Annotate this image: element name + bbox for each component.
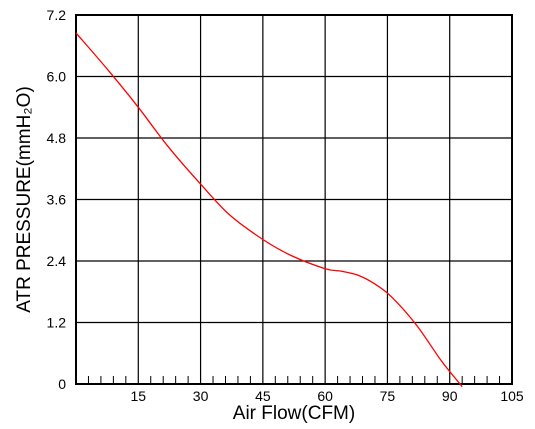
series-layer	[75, 32, 463, 388]
x-tick-label: 30	[193, 388, 209, 404]
x-tick-label: 75	[380, 388, 396, 404]
x-tick-label: 60	[317, 388, 333, 404]
y-tick-label: 4.8	[47, 130, 67, 146]
y-tick-label: 2.4	[47, 253, 67, 269]
y-tick-label: 3.6	[47, 192, 67, 208]
y-tick-labels: 0 1.2 2.4 3.6 4.8 6.0 7.2	[47, 7, 67, 392]
x-tick-label: 105	[500, 388, 524, 404]
x-tick-label: 90	[442, 388, 458, 404]
minor-ticks	[87, 376, 501, 384]
x-axis-label: Air Flow(CFM)	[233, 403, 355, 424]
y-tick-label: 1.2	[47, 315, 67, 331]
y-tick-label: 0	[58, 376, 66, 392]
x-tick-label: 15	[130, 388, 146, 404]
x-tick-label: 45	[255, 388, 271, 404]
grid	[76, 14, 513, 385]
x-tick-labels: 15 30 45 60 75 90 105	[130, 388, 523, 404]
y-axis-label: ATR PRESSURE(mmH₂O)	[14, 86, 35, 313]
y-tick-label: 7.2	[47, 7, 67, 23]
y-tick-label: 6.0	[47, 69, 67, 85]
plot-frame	[75, 14, 513, 385]
series-line	[75, 32, 463, 388]
